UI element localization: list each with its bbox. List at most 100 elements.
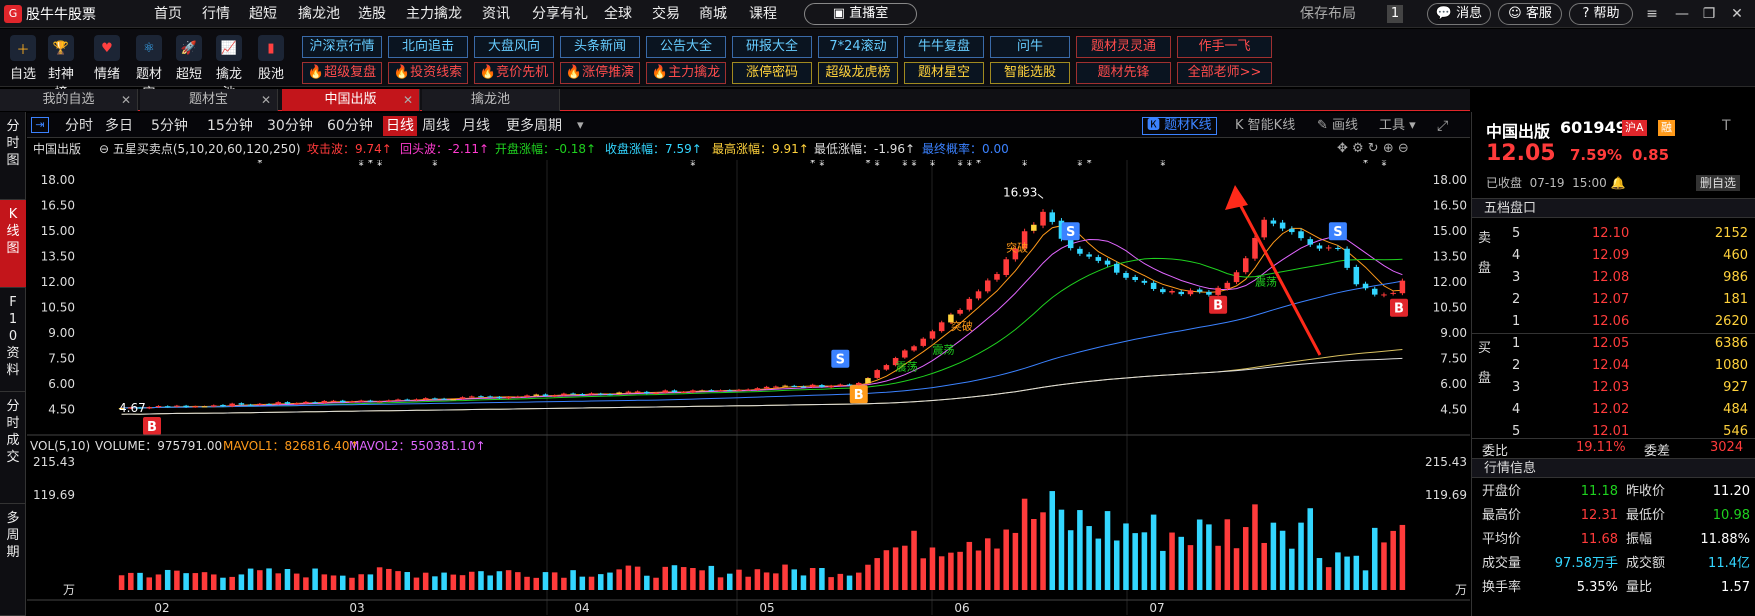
side-btn-4[interactable]: 多周期 bbox=[0, 504, 26, 616]
quick-btn-4[interactable]: 公告大全 bbox=[646, 36, 726, 58]
indicator-settings[interactable]: ⊖ 五星买卖点(5,10,20,60,120,250) bbox=[99, 142, 301, 156]
fullscreen-icon[interactable]: ⤢ bbox=[1437, 118, 1449, 134]
menu-5[interactable]: 主力擒龙 bbox=[406, 6, 462, 22]
period-8[interactable]: 月线 bbox=[462, 118, 490, 134]
quick-btn-7[interactable]: 牛牛复盘 bbox=[904, 36, 984, 58]
period-7[interactable]: 周线 bbox=[422, 118, 450, 134]
side-btn-3[interactable]: 分时成交 bbox=[0, 392, 26, 504]
buy-row[interactable]: 1 12.05 6386 bbox=[1512, 336, 1748, 351]
period-6[interactable]: 日线 bbox=[383, 116, 417, 136]
quick-btn-1[interactable]: 北向追击 bbox=[388, 36, 468, 58]
menu-10[interactable]: 商城 bbox=[699, 6, 727, 22]
sell-row[interactable]: 3 12.08 986 bbox=[1512, 270, 1748, 285]
delete-watchlist-button[interactable]: 删自选 bbox=[1696, 175, 1741, 191]
candle bbox=[1353, 266, 1360, 285]
period-2[interactable]: 5分钟 bbox=[151, 118, 188, 134]
quick-btn2-1[interactable]: 🔥投资线索 bbox=[388, 62, 468, 84]
quick-btn2-7[interactable]: 题材星空 bbox=[904, 62, 984, 84]
tab-0[interactable]: 我的自选 ✕ bbox=[0, 89, 138, 111]
menu-7[interactable]: 分享有礼 bbox=[532, 6, 588, 22]
toolbar-0[interactable]: ＋ 自选 bbox=[4, 35, 42, 82]
buy-row[interactable]: 3 12.03 927 bbox=[1512, 380, 1748, 395]
sell-row[interactable]: 1 12.06 2620 bbox=[1512, 314, 1748, 329]
quick-btn-9[interactable]: 题材灵灵通 bbox=[1076, 36, 1171, 58]
sell-row[interactable]: 5 12.10 2152 bbox=[1512, 226, 1748, 241]
restore-icon[interactable]: ❐ bbox=[1702, 6, 1716, 22]
close-icon[interactable]: ✕ bbox=[1731, 6, 1743, 22]
tab-close-icon[interactable]: ✕ bbox=[402, 93, 413, 107]
tab-2[interactable]: 中国出版 ✕ bbox=[282, 89, 420, 111]
period-1[interactable]: 多日 bbox=[105, 118, 133, 134]
theme-kline-button[interactable]: 🅺 题材K线 bbox=[1142, 117, 1217, 135]
menu-9[interactable]: 交易 bbox=[652, 6, 680, 22]
quick-btn-8[interactable]: 问牛 bbox=[990, 36, 1070, 58]
quick-btn-2[interactable]: 大盘风向 bbox=[474, 36, 554, 58]
tools-button[interactable]: 工具 ▾ bbox=[1379, 118, 1416, 133]
page-number[interactable]: 1 bbox=[1387, 5, 1403, 23]
quick-btn2-9[interactable]: 题材先锋 bbox=[1076, 62, 1171, 84]
tab-1[interactable]: 题材宝 ✕ bbox=[140, 89, 278, 111]
buy-row[interactable]: 4 12.02 484 bbox=[1512, 402, 1748, 417]
toolbar-6[interactable]: ▮ 股池 bbox=[252, 35, 290, 82]
quick-btn2-4[interactable]: 🔥主力擒龙 bbox=[646, 62, 726, 84]
volume-bar bbox=[1381, 542, 1387, 590]
toolbar-1[interactable]: 🏆封神榜 bbox=[42, 35, 80, 101]
save-layout-button[interactable]: 保存布局 bbox=[1300, 6, 1356, 22]
side-btn-0[interactable]: 分时图 bbox=[0, 112, 26, 200]
chart-icons[interactable]: ✥ ⚙ ↻ ⊕ ⊖ bbox=[1337, 141, 1409, 156]
more-period-arrow-icon[interactable]: ▾ bbox=[577, 118, 584, 133]
sell-row[interactable]: 4 12.09 460 bbox=[1512, 248, 1748, 263]
volume-bar bbox=[616, 569, 622, 590]
tab-3[interactable]: 擒龙池 bbox=[422, 89, 560, 111]
quick-btn-10[interactable]: 作手一飞 bbox=[1177, 36, 1272, 58]
buy-row[interactable]: 5 12.01 546 bbox=[1512, 424, 1748, 439]
menu-8[interactable]: 全球 bbox=[604, 6, 632, 22]
period-9[interactable]: 更多周期 bbox=[506, 118, 562, 134]
quick-btn-3[interactable]: 头条新闻 bbox=[560, 36, 640, 58]
vol-info: MAVOL1：826816.40↑ bbox=[223, 439, 360, 453]
pin-icon[interactable]: T bbox=[1722, 118, 1731, 134]
menu-0[interactable]: 首页 bbox=[154, 6, 182, 22]
minimize-icon[interactable]: — bbox=[1675, 6, 1689, 22]
menu-2[interactable]: 超短 bbox=[249, 6, 277, 22]
quick-btn-0[interactable]: 沪深京行情 bbox=[302, 36, 382, 58]
quick-btn2-5[interactable]: 涨停密码 bbox=[732, 62, 812, 84]
tab-close-icon[interactable]: ✕ bbox=[120, 93, 131, 107]
toolbar-4[interactable]: 🚀 超短 bbox=[170, 35, 208, 82]
menu-4[interactable]: 选股 bbox=[358, 6, 386, 22]
menu-1[interactable]: 行情 bbox=[202, 6, 230, 22]
service-button[interactable]: ☺ 客服 bbox=[1498, 3, 1562, 25]
quick-btn-5[interactable]: 研报大全 bbox=[732, 36, 812, 58]
menu-11[interactable]: 课程 bbox=[749, 6, 777, 22]
event-marker: * bbox=[976, 160, 981, 169]
period-4[interactable]: 30分钟 bbox=[267, 118, 313, 134]
quick-btn2-3[interactable]: 🔥涨停推演 bbox=[560, 62, 640, 84]
period-3[interactable]: 15分钟 bbox=[207, 118, 253, 134]
quick-btn-6[interactable]: 7*24滚动 bbox=[818, 36, 898, 58]
volume-bar bbox=[1298, 522, 1304, 590]
kline-chart[interactable]: 18.00 18.00 16.50 16.50 15.00 15.00 13.50 13.50… bbox=[27, 160, 1470, 616]
tab-close-icon[interactable]: ✕ bbox=[260, 93, 271, 107]
message-button[interactable]: 💬 消息 bbox=[1427, 3, 1491, 25]
menu-icon[interactable]: ≡ bbox=[1646, 6, 1658, 22]
period-5[interactable]: 60分钟 bbox=[327, 118, 373, 134]
quick-btn2-2[interactable]: 🔥竞价先机 bbox=[474, 62, 554, 84]
help-button[interactable]: ? 帮助 bbox=[1569, 3, 1633, 25]
menu-6[interactable]: 资讯 bbox=[482, 6, 510, 22]
quick-btn2-6[interactable]: 超级龙虎榜 bbox=[818, 62, 898, 84]
quick-btn2-8[interactable]: 智能选股 bbox=[990, 62, 1070, 84]
live-room-button[interactable]: ▣ 直播室 bbox=[804, 3, 917, 25]
buy-row[interactable]: 2 12.04 1080 bbox=[1512, 358, 1748, 373]
quick-btn2-0[interactable]: 🔥超级复盘 bbox=[302, 62, 382, 84]
candle bbox=[441, 398, 447, 400]
period-0[interactable]: 分时 bbox=[65, 118, 93, 134]
sell-row[interactable]: 2 12.07 181 bbox=[1512, 292, 1748, 307]
smart-kline-button[interactable]: K 智能K线 bbox=[1235, 118, 1296, 133]
toolbar-2[interactable]: ♥ 情绪 bbox=[88, 35, 126, 82]
toggle-panel-icon[interactable]: ⇥ bbox=[31, 117, 49, 133]
menu-3[interactable]: 擒龙池 bbox=[298, 6, 340, 22]
quick-btn2-10[interactable]: 全部老师>> bbox=[1177, 62, 1272, 84]
draw-line-button[interactable]: ✎ 画线 bbox=[1317, 118, 1359, 133]
